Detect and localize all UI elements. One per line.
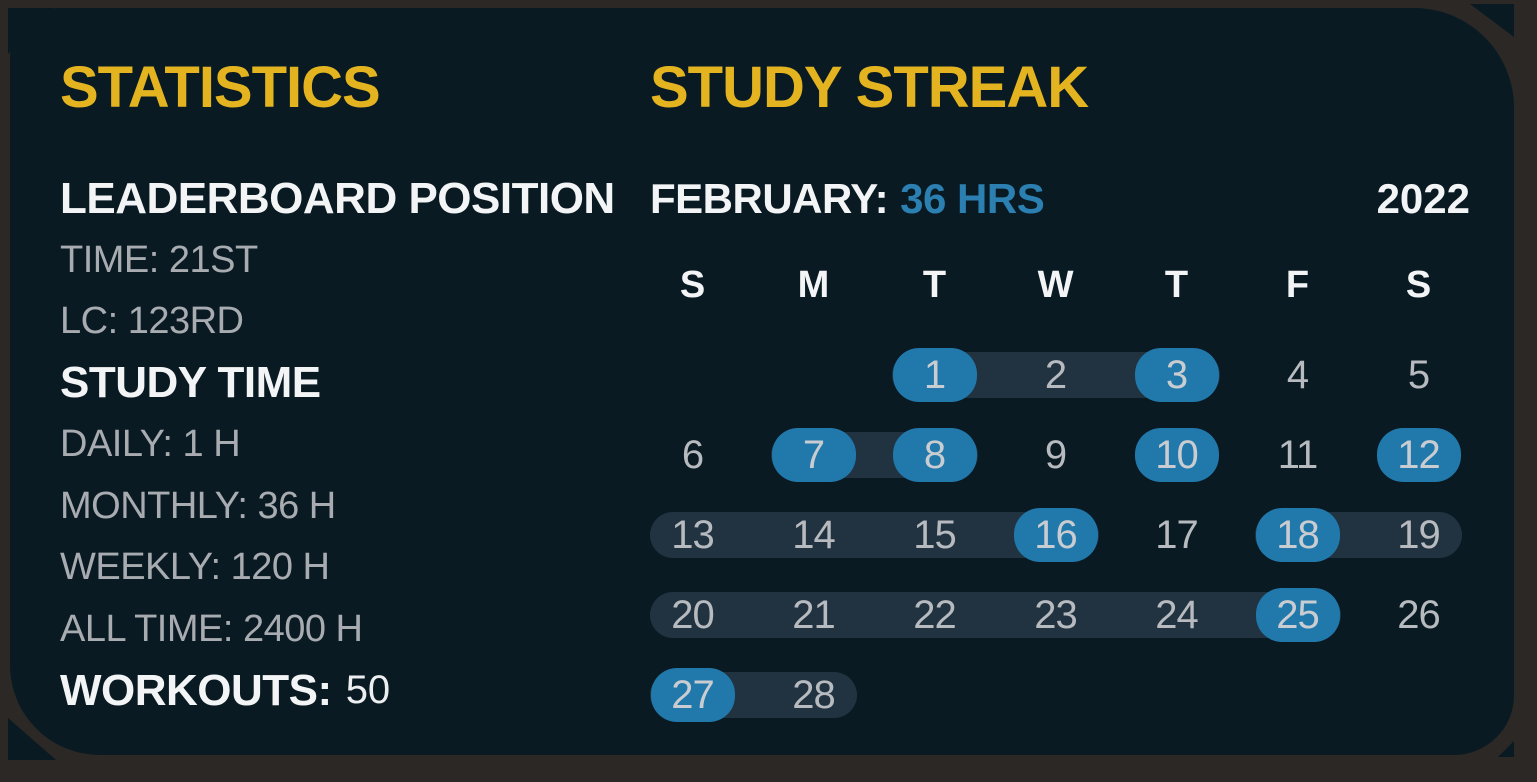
stat-value-line: DAILY: 1 H [60, 423, 241, 466]
stat-split-label: WORKOUTS: [60, 665, 332, 715]
study-streak-title: STUDY STREAK [650, 55, 1089, 120]
statistics-title: STATISTICS [60, 55, 381, 120]
day-number: 13 [671, 513, 715, 557]
day-number: 6 [681, 433, 704, 477]
highlighted-day-pill [1255, 508, 1340, 562]
highlighted-day-pill [892, 348, 977, 402]
day-of-week-header: M [797, 264, 830, 306]
day-number: 5 [1407, 353, 1430, 397]
day-of-week-header: T [1164, 264, 1189, 306]
dashboard-card: STATISTICS LEADERBOARD POSITION TIME: 21S… [10, 8, 1514, 755]
day-number: 10 [1155, 433, 1199, 477]
highlighted-day-pill [1376, 428, 1461, 482]
month-summary: FEBRUARY: 36 HRS [650, 175, 1045, 231]
calendar-grid: 1 2 3 4 5 6 7 8 9 10 11 12 13 14 15 16 17 18 19 20 21 22 23 24 2… [632, 335, 1479, 735]
day-number: 24 [1155, 593, 1199, 637]
day-number: 2 [1044, 353, 1067, 397]
day-number: 9 [1044, 433, 1067, 477]
corner-accent-bottom-right [1498, 741, 1514, 757]
month-hours-value: 36 HRS [900, 175, 1045, 222]
day-number: 22 [913, 593, 957, 637]
stat-value-line: WEEKLY: 120 H [60, 546, 330, 589]
day-number: 3 [1165, 353, 1188, 397]
stat-value-line: LC: 123RD [60, 300, 244, 343]
day-number: 19 [1397, 513, 1441, 557]
streak-range-pill [649, 592, 1341, 638]
day-number: 17 [1155, 513, 1199, 557]
day-number: 27 [671, 673, 715, 717]
stat-value-line: WORKOUTS: 50 [60, 660, 630, 722]
day-number: 26 [1397, 593, 1441, 637]
day-number: 21 [792, 593, 836, 637]
day-number: 25 [1276, 593, 1320, 637]
day-number: 28 [792, 673, 836, 717]
day-number: 15 [913, 513, 957, 557]
day-number: 1 [923, 353, 946, 397]
day-number: 7 [802, 433, 825, 477]
highlighted-day-pill [1013, 508, 1098, 562]
highlighted-day-pill [1255, 588, 1340, 642]
highlighted-day-pill [771, 428, 856, 482]
highlighted-day-pill [650, 668, 735, 722]
stat-split-value: 50 [345, 668, 391, 713]
day-of-week-header: F [1285, 264, 1310, 306]
day-of-week-header: S [679, 264, 706, 306]
day-number: 14 [792, 513, 836, 557]
day-of-week-header: W [1037, 264, 1074, 306]
day-number: 20 [671, 593, 715, 637]
statistics-list: LEADERBOARD POSITION TIME: 21ST LC: 123RD S… [60, 168, 630, 722]
day-number: 23 [1034, 593, 1078, 637]
stat-value-line: ALL TIME: 2400 H [60, 607, 363, 650]
highlighted-day-pill [1134, 428, 1219, 482]
day-of-week-header: T [922, 264, 947, 306]
day-number: 8 [923, 433, 946, 477]
day-number: 12 [1397, 433, 1441, 477]
stat-heading: STUDY TIME [60, 358, 321, 408]
stat-value-line: MONTHLY: 36 H [60, 484, 336, 527]
stat-value-line: TIME: 21ST [60, 238, 258, 281]
day-number: 4 [1286, 353, 1309, 397]
highlighted-day-pill [892, 428, 977, 482]
stat-heading: LEADERBOARD POSITION [60, 173, 615, 223]
highlighted-day-pill [1134, 348, 1219, 402]
day-number: 18 [1276, 513, 1320, 557]
day-of-week-header: S [1405, 264, 1432, 306]
day-number: 11 [1277, 433, 1319, 477]
day-number: 16 [1034, 513, 1078, 557]
month-label: FEBRUARY: [650, 175, 889, 222]
year-label: 2022 [1376, 175, 1470, 222]
